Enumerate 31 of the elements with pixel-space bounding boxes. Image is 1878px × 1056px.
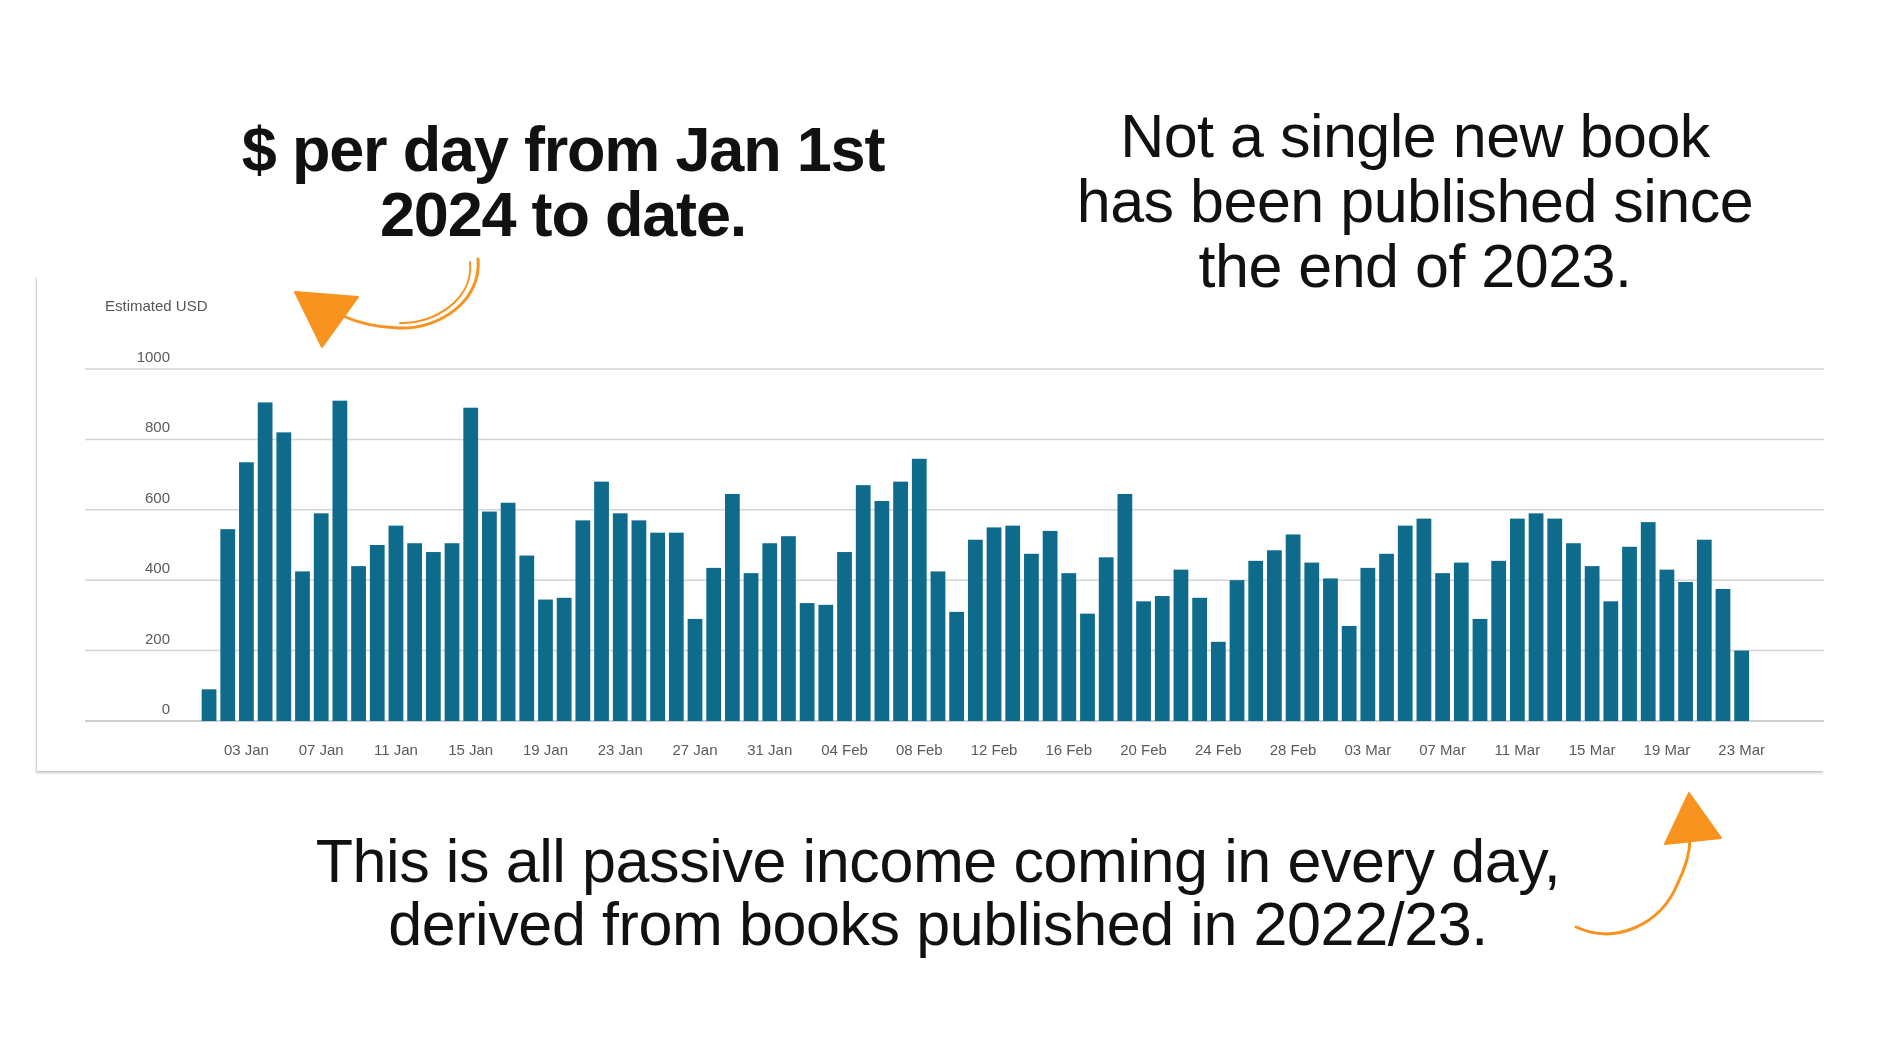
x-tick-label: 23 Mar xyxy=(1718,741,1765,758)
x-tick-label: 31 Jan xyxy=(747,741,793,758)
y-tick-label: 1000 xyxy=(136,348,170,365)
x-tick-label: 20 Feb xyxy=(1120,741,1167,758)
chart-title: $ per day from Jan 1st 2024 to date. xyxy=(241,114,886,249)
x-tick-label: 08 Feb xyxy=(895,741,943,758)
x-tick-label: 16 Feb xyxy=(1045,741,1093,758)
x-tick-label: 11 Mar xyxy=(1494,741,1541,758)
x-tick-label: 11 Jan xyxy=(373,741,418,758)
x-tick-label: 04 Feb xyxy=(821,741,868,758)
y-tick-label: 200 xyxy=(144,629,170,647)
x-tick-label: 19 Mar xyxy=(1643,741,1691,758)
x-tick-label: 07 Jan xyxy=(298,741,344,758)
x-tick-label: 15 Jan xyxy=(448,741,494,758)
text: Not a single new book has been published since the end of 2023. xyxy=(1076,102,1754,300)
text: This is all passive income coming in every day, derived from books published in 2022/23. xyxy=(315,827,1561,958)
x-tick-label: 15 Mar xyxy=(1568,741,1616,758)
x-tick-label: 28 Feb xyxy=(1269,741,1317,758)
x-tick-label: 07 Mar xyxy=(1419,741,1466,758)
y-tick-label: 600 xyxy=(144,488,170,506)
x-tick-label: 23 Jan xyxy=(597,741,643,758)
x-tick-label: 03 Mar xyxy=(1344,741,1392,758)
x-tick-label: 19 Jan xyxy=(522,741,568,758)
x-tick-label: 24 Feb xyxy=(1194,741,1242,758)
x-tick-label: 27 Jan xyxy=(672,741,718,758)
y-tick-label: 0 xyxy=(161,700,170,717)
y-tick-label: 400 xyxy=(144,559,170,577)
y-axis-title: Estimated USD xyxy=(105,297,208,314)
x-tick-label: 12 Feb xyxy=(970,741,1018,758)
x-tick-label: 03 Jan xyxy=(223,741,269,758)
y-tick-label: 800 xyxy=(144,418,170,436)
